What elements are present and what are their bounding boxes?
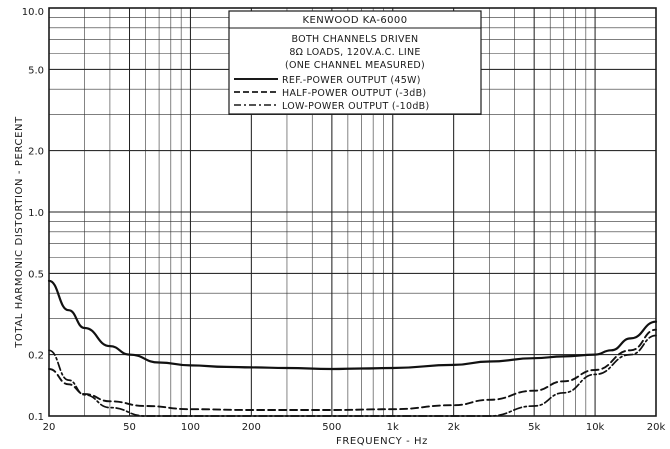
y-tick-label: 5.0 [28,65,44,76]
x-tick-label: 5k [528,422,540,433]
y-tick-label: 0.2 [28,351,44,362]
x-tick-label: 20k [647,422,666,433]
y-tick-label: 1.0 [28,208,44,219]
x-tick-label: 2k [448,422,460,433]
legend-subtitle-line-1: BOTH CHANNELS DRIVEN [292,34,419,45]
x-tick-labels: 20 50 100 200 500 1k 2k 5k 10k 20k [43,422,666,433]
legend-title: KENWOOD KA-6000 [303,15,408,26]
x-axis-label: FREQUENCY - Hz [336,436,428,447]
x-tick-label: 500 [322,422,341,433]
y-tick-labels: 10.0 5.0 2.0 1.0 0.5 0.2 0.1 [22,7,44,423]
y-tick-label: 0.5 [28,269,44,280]
x-tick-label: 10k [586,422,605,433]
y-tick-label: 2.0 [28,147,44,158]
y-tick-label: 10.0 [22,7,44,18]
series-line-2 [48,334,657,417]
legend-label-ref-power: REF.-POWER OUTPUT (45W) [282,75,421,86]
y-tick-label: 0.1 [28,412,44,423]
series-lines [47,279,658,417]
y-axis-label: TOTAL HARMONIC DISTORTION - PERCENT [14,116,25,349]
legend: KENWOOD KA-6000 BOTH CHANNELS DRIVEN 8Ω … [228,10,482,115]
x-tick-label: 50 [123,422,136,433]
x-tick-label: 200 [242,422,261,433]
legend-subtitle-line-2: 8Ω LOADS, 120V.A.C. LINE [289,47,420,58]
x-tick-label: 20 [43,422,56,433]
legend-label-half-power: HALF-POWER OUTPUT (-3dB) [282,88,426,99]
x-tick-label: 1k [387,422,399,433]
series-line-1 [48,328,657,411]
series-line-0 [47,279,658,371]
legend-label-low-power: LOW-POWER OUTPUT (-10dB) [282,101,430,112]
legend-subtitle-line-3: (ONE CHANNEL MEASURED) [285,60,425,71]
x-tick-label: 100 [181,422,200,433]
